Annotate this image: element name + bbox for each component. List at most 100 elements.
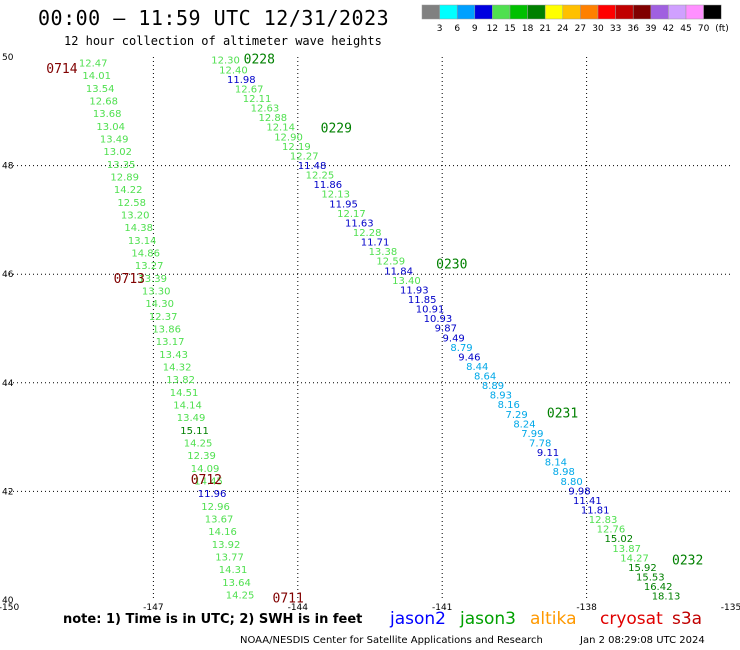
swh-value-label: 13.87 xyxy=(612,544,641,555)
x-tick-label: -135 xyxy=(721,603,740,613)
swh-value-label: 7.29 xyxy=(505,410,527,421)
swh-value-label: 12.14 xyxy=(266,123,295,134)
swh-value-label: 15.11 xyxy=(180,426,209,437)
swh-value-label: 12.19 xyxy=(282,142,311,153)
legend-tick-label: 6 xyxy=(454,24,460,34)
pass-time-label: 0713 xyxy=(114,272,145,287)
swh-value-label: 11.85 xyxy=(408,295,437,306)
swh-value-label: 12.39 xyxy=(187,451,216,462)
swh-value-label: 9.49 xyxy=(443,333,465,344)
swh-value-label: 12.28 xyxy=(353,228,382,239)
page-subtitle: 12 hour collection of altimeter wave hei… xyxy=(64,34,382,48)
swh-value-label: 8.98 xyxy=(553,467,575,478)
legend-tick-label: 36 xyxy=(627,24,639,34)
swh-value-label: 11.98 xyxy=(227,75,256,86)
legend-tick-label: 30 xyxy=(592,24,604,34)
swh-value-label: 14.86 xyxy=(131,248,160,259)
swh-value-label: 13.49 xyxy=(100,134,129,145)
swh-value-label: 12.25 xyxy=(306,171,335,182)
legend-tick-label: 33 xyxy=(610,24,621,34)
swh-value-label: 8.80 xyxy=(561,477,583,488)
swh-value-label: 12.59 xyxy=(376,257,405,268)
swh-value-label: 11.41 xyxy=(573,496,602,507)
legend-swatch xyxy=(703,4,722,20)
swh-value-label: 12.37 xyxy=(149,312,178,323)
swh-value-label: 13.27 xyxy=(135,261,164,272)
footnote: note: 1) Time is in UTC; 2) SWH is in fe… xyxy=(63,612,363,627)
swh-value-label: 14.09 xyxy=(191,464,220,475)
swh-value-label: 13.17 xyxy=(156,337,185,348)
swh-value-label: 12.30 xyxy=(211,56,240,67)
legend-tick-label: 24 xyxy=(557,24,569,34)
legend-tick-label: 21 xyxy=(539,24,550,34)
swh-value-label: 8.64 xyxy=(474,372,496,383)
swh-value-label: 11.84 xyxy=(384,266,413,277)
swh-value-label: 11.71 xyxy=(361,238,390,249)
mission-altika: altika xyxy=(530,609,577,629)
swh-value-label: 13.30 xyxy=(142,286,171,297)
swh-value-label: 14.16 xyxy=(208,527,237,538)
swh-value-label: 13.02 xyxy=(103,147,132,158)
swh-value-label: 12.40 xyxy=(219,65,248,76)
swh-value-label: 14.51 xyxy=(170,388,199,399)
swh-value-label: 8.16 xyxy=(498,400,520,411)
x-tick-label: -150 xyxy=(0,603,19,613)
swh-value-label: 13.77 xyxy=(215,553,244,564)
swh-value-label: 14.38 xyxy=(124,223,153,234)
x-tick-label: -138 xyxy=(576,603,597,613)
swh-value-label: 11.96 xyxy=(198,489,227,500)
swh-value-label: 14.22 xyxy=(114,185,143,196)
swh-value-label: 12.67 xyxy=(235,84,264,95)
pass-time-label: 0231 xyxy=(547,407,578,422)
swh-value-label: 13.68 xyxy=(93,109,122,120)
mission-jason2: jason2 xyxy=(390,609,446,629)
swh-value-label: 11.95 xyxy=(329,199,358,210)
swh-value-label: 12.89 xyxy=(110,172,139,183)
y-tick-label: 50 xyxy=(2,53,14,63)
legend-tick-label: 39 xyxy=(645,24,657,34)
page-title: 00:00 – 11:59 UTC 12/31/2023 xyxy=(38,6,390,30)
legend-tick-label: 18 xyxy=(522,24,534,34)
swh-value-label: 11.86 xyxy=(314,180,343,191)
swh-value-label: 11.63 xyxy=(345,218,374,229)
color-legend: 3 6 9 12 15 18 21 24 27 30 33 36 39 42 45 70 (ft) xyxy=(421,4,729,34)
swh-value-label: 9.46 xyxy=(458,352,480,363)
swh-value-label: 13.49 xyxy=(177,413,206,424)
swh-value-label: 14.25 xyxy=(184,439,213,450)
legend-tick-label: 27 xyxy=(575,24,586,34)
pass-time-label: 0228 xyxy=(244,53,275,68)
generated-timestamp: Jan 2 08:29:08 UTC 2024 xyxy=(580,635,705,646)
pass-time-label: 0229 xyxy=(321,122,352,137)
swh-value-label: 13.38 xyxy=(369,247,398,258)
swh-value-label: 13.40 xyxy=(392,276,421,287)
legend-tick-label: 3 xyxy=(437,24,443,34)
x-tick-label: -144 xyxy=(288,603,309,613)
swh-value-label: 14.45 xyxy=(194,477,223,488)
mission-cryosat: cryosat xyxy=(600,609,663,629)
swh-value-label: 12.88 xyxy=(258,113,287,124)
swh-value-label: 13.20 xyxy=(121,210,150,221)
swh-value-label: 15.92 xyxy=(628,563,657,574)
swh-value-label: 15.02 xyxy=(605,534,634,545)
swh-value-label: 18.13 xyxy=(652,592,681,603)
swh-value-label: 15.53 xyxy=(636,573,665,584)
credit-text: NOAA/NESDIS Center for Satellite Applica… xyxy=(240,635,543,646)
y-tick-label: 46 xyxy=(2,270,14,280)
swh-value-label: 7.99 xyxy=(521,429,543,440)
swh-value-label: 12.27 xyxy=(290,151,319,162)
swh-value-label: 13.04 xyxy=(96,122,125,133)
swh-value-label: 12.68 xyxy=(89,96,118,107)
swh-value-label: 12.96 xyxy=(201,502,230,513)
swh-value-label: 12.11 xyxy=(243,94,272,105)
y-tick-label: 40 xyxy=(2,596,14,606)
swh-value-label: 11.81 xyxy=(581,506,610,517)
swh-value-label: 9.98 xyxy=(568,486,590,497)
legend-tick-label: 9 xyxy=(472,24,478,34)
pass-time-label: 0712 xyxy=(191,473,222,488)
legend-tick-label: 42 xyxy=(663,24,674,34)
swh-value-label: 13.82 xyxy=(166,375,195,386)
swh-value-label: 13.86 xyxy=(152,325,181,336)
swh-value-label: 8.93 xyxy=(490,391,512,402)
swh-value-label: 10.93 xyxy=(424,314,453,325)
